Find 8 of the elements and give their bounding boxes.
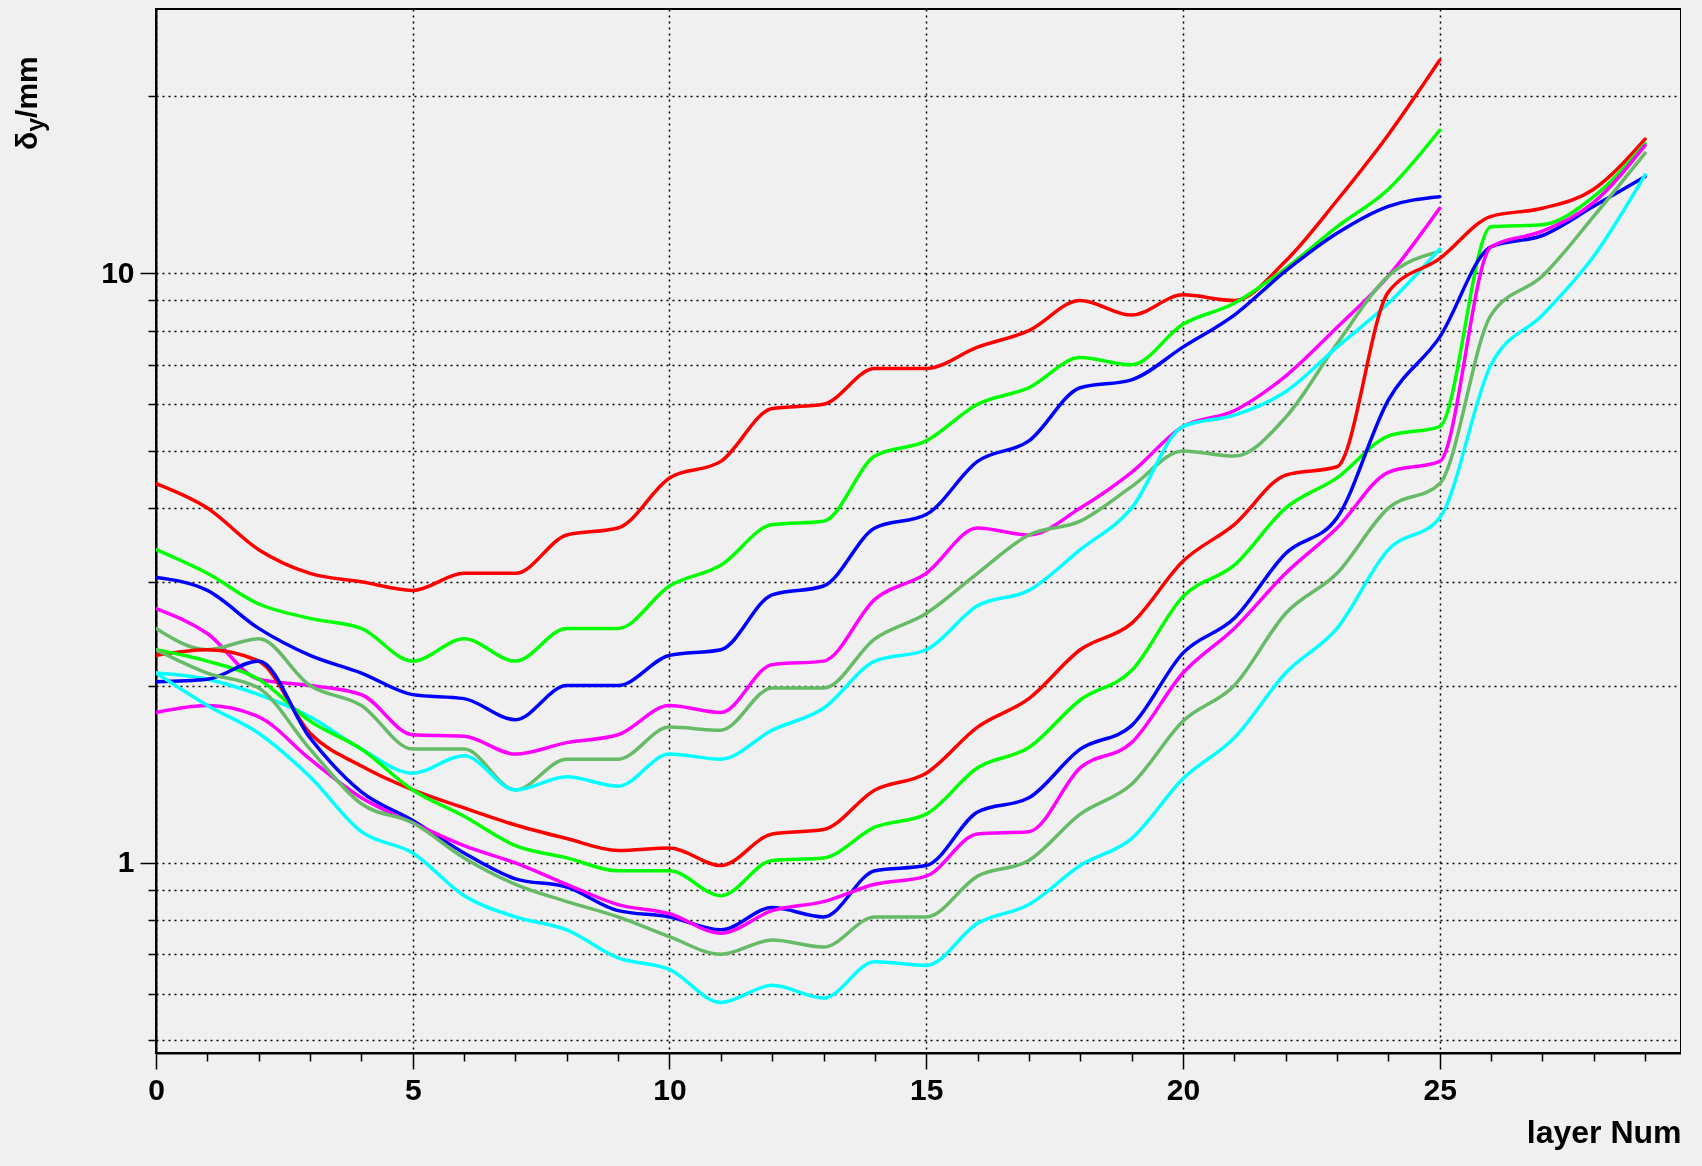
x-tick-label: 15 xyxy=(910,1072,944,1106)
x-axis-title: layer Num xyxy=(1526,1113,1682,1150)
x-tick-label: 20 xyxy=(1166,1072,1201,1106)
x-tick-label: 0 xyxy=(148,1072,165,1106)
x-tick-label: 5 xyxy=(404,1072,422,1106)
x-tick-label: 10 xyxy=(653,1072,687,1106)
y-tick-label: 1 xyxy=(117,845,135,879)
x-tick-label: 25 xyxy=(1423,1072,1457,1106)
